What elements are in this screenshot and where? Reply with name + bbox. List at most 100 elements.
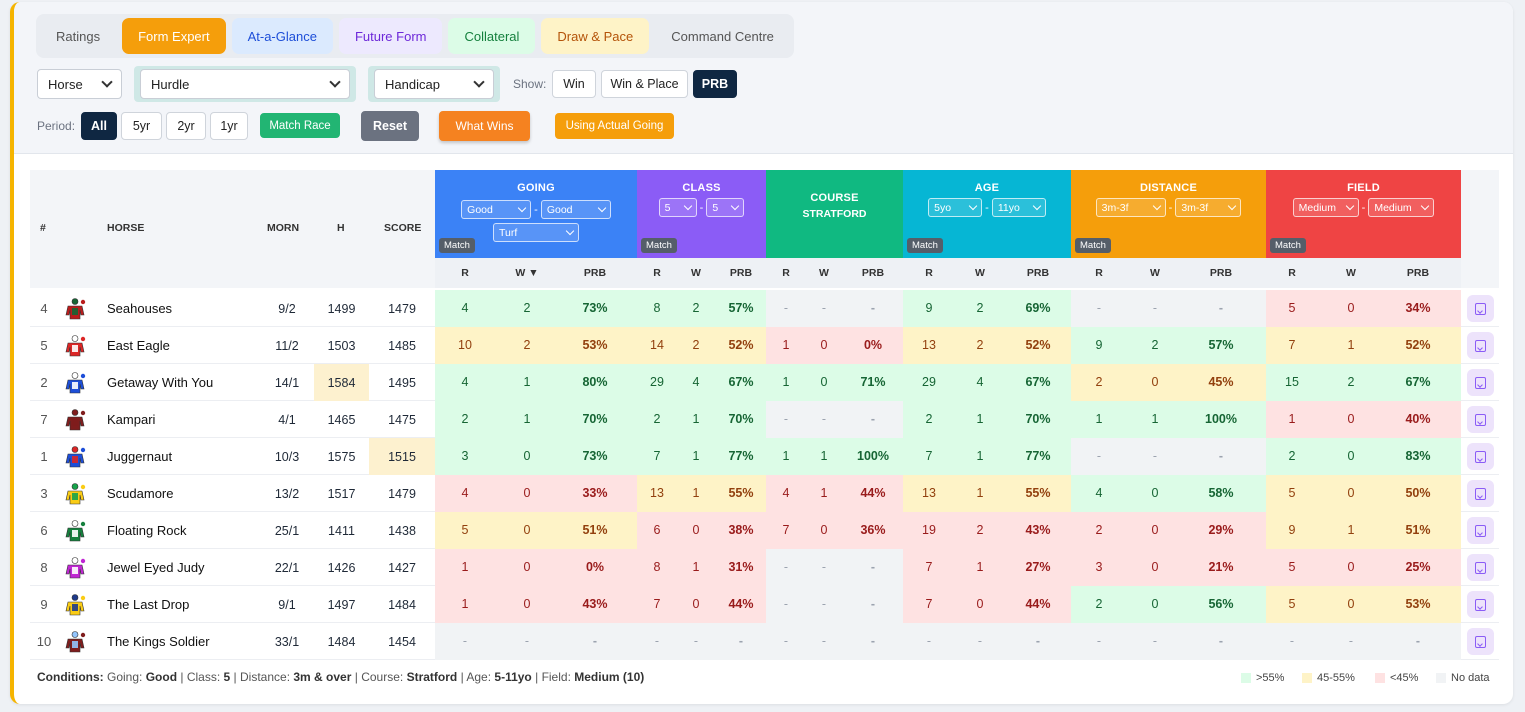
field-to-select[interactable]: Medium: [1368, 198, 1435, 217]
match-race-button[interactable]: Match Race: [260, 113, 340, 138]
distance-runs: 4: [1095, 486, 1103, 500]
age-to-select[interactable]: 11yo: [991, 198, 1046, 217]
field-from-select[interactable]: Medium: [1292, 198, 1359, 217]
what-wins-button[interactable]: What Wins: [439, 111, 530, 141]
going-col-w[interactable]: W ▼: [515, 267, 539, 279]
horse-name[interactable]: Getaway With You: [107, 375, 214, 390]
period-all-button[interactable]: All: [81, 112, 117, 140]
surface-select[interactable]: Turf: [493, 223, 579, 242]
horse-name[interactable]: Kampari: [107, 412, 156, 427]
tab-at-a-glance[interactable]: At-a-Glance: [231, 18, 333, 54]
going-col-r[interactable]: R: [461, 267, 469, 279]
age-col-w[interactable]: W: [975, 267, 985, 279]
table-row[interactable]: 3 Scudamore 13/2 1517 1479 4 0 33% 13 1 55% 4 1 44% 13…: [30, 475, 1499, 512]
field-prb: 50%: [1405, 486, 1431, 500]
course-wins: -: [821, 560, 827, 574]
reset-button[interactable]: Reset: [361, 111, 419, 141]
show-prb-button[interactable]: PRB: [693, 70, 737, 98]
age-from-select[interactable]: 5yo: [928, 198, 983, 217]
going-to-select[interactable]: Good: [540, 200, 611, 219]
distance-to-select[interactable]: 3m-3f: [1175, 198, 1242, 217]
period-5yr-button[interactable]: 5yr: [121, 112, 162, 140]
table-row[interactable]: 2 Getaway With You 14/1 1584 1495 4 1 80% 29 4 67%…: [30, 364, 1499, 401]
age-match-button[interactable]: Match: [907, 238, 943, 253]
distance-col-w[interactable]: W: [1150, 267, 1160, 279]
field-col-r[interactable]: R: [1288, 267, 1296, 279]
course-runs: 1: [782, 375, 790, 389]
tab-draw-pace[interactable]: Draw & Pace: [541, 18, 650, 54]
table-row[interactable]: 10 The Kings Soldier 33/1 1484 1454 - - - - - - - - -…: [30, 623, 1499, 660]
course-col-r[interactable]: R: [782, 267, 790, 279]
class-from-select[interactable]: 5: [658, 198, 697, 217]
range-dash: -: [985, 201, 989, 214]
class-col-r[interactable]: R: [653, 267, 661, 279]
table-row[interactable]: 5 East Eagle 11/2 1503 1485 10 2 53% 14 2 52% 1 0 0% 1…: [30, 327, 1499, 364]
tab-future-form[interactable]: Future Form: [338, 18, 443, 54]
field-prb: 34%: [1405, 301, 1431, 315]
field-col-prb[interactable]: PRB: [1406, 267, 1430, 279]
class-match-button[interactable]: Match: [641, 238, 677, 253]
horse-name[interactable]: Scudamore: [107, 486, 174, 501]
show-win-button[interactable]: Win: [552, 70, 596, 98]
tab-form-expert[interactable]: Form Expert: [122, 18, 226, 54]
going-wins: 1: [523, 375, 531, 389]
going-match-button[interactable]: Match: [439, 238, 475, 253]
save-button[interactable]: [1467, 517, 1494, 544]
period-1yr-button[interactable]: 1yr: [210, 112, 248, 140]
horse-name[interactable]: Seahouses: [107, 301, 173, 316]
race-type-select[interactable]: Hurdle: [140, 69, 350, 99]
actual-going-button[interactable]: Using Actual Going: [555, 113, 674, 139]
tab-collateral[interactable]: Collateral: [448, 18, 536, 54]
horse-name[interactable]: Floating Rock: [107, 523, 187, 538]
show-win-place-button[interactable]: Win & Place: [601, 70, 688, 98]
save-button[interactable]: [1467, 480, 1494, 507]
table-row[interactable]: 9 The Last Drop 9/1 1497 1484 1 0 43% 7 0 44% - - - 7 0…: [30, 586, 1499, 623]
distance-col-prb[interactable]: PRB: [1209, 267, 1233, 279]
age-col-r[interactable]: R: [925, 267, 933, 279]
age-prb: -: [1035, 634, 1041, 648]
horse-name[interactable]: Juggernaut: [107, 449, 173, 464]
table-row[interactable]: 8 Jewel Eyed Judy 22/1 1426 1427 1 0 0% 8 1 31% - - -…: [30, 549, 1499, 586]
table-row[interactable]: 1 Juggernaut 10/3 1575 1515 3 0 73% 7 1 77% 1 1 100% 7…: [30, 438, 1499, 475]
save-button[interactable]: [1467, 591, 1494, 618]
age-col-prb[interactable]: PRB: [1026, 267, 1050, 279]
going-col-prb[interactable]: PRB: [583, 267, 607, 279]
save-button[interactable]: [1467, 369, 1494, 396]
distance-col-r[interactable]: R: [1095, 267, 1103, 279]
race-class-select[interactable]: Handicap: [374, 69, 494, 99]
horse-name[interactable]: The Kings Soldier: [107, 634, 210, 649]
horse-name[interactable]: East Eagle: [107, 338, 170, 353]
morning-price: 13/2: [274, 486, 300, 501]
class-col-prb[interactable]: PRB: [729, 267, 753, 279]
class-col-w[interactable]: W: [691, 267, 701, 279]
course-col-w[interactable]: W: [819, 267, 829, 279]
subject-select[interactable]: Horse: [37, 69, 122, 99]
field-col-w[interactable]: W: [1346, 267, 1356, 279]
save-button[interactable]: [1467, 628, 1494, 655]
age-wins: 0: [976, 597, 984, 611]
tab-command-centre[interactable]: Command Centre: [671, 28, 774, 44]
save-button[interactable]: [1467, 554, 1494, 581]
field-match-button[interactable]: Match: [1270, 238, 1306, 253]
going-cell: 3 0 73%: [435, 438, 637, 475]
table-row[interactable]: 6 Floating Rock 25/1 1411 1438 5 0 51% 6 0 38% 7 0 36…: [30, 512, 1499, 549]
table-row[interactable]: 4 Seahouses 9/2 1499 1479 4 2 73% 8 2 57% - - - 9 2 69% -…: [30, 290, 1499, 327]
distance-from-select[interactable]: 3m-3f: [1095, 198, 1166, 217]
table-row[interactable]: 7 Kampari 4/1 1465 1475 2 1 70% 2 1 70% - - -2 1 70% 1 1 1…: [30, 401, 1499, 438]
class-to-select[interactable]: 5: [706, 198, 745, 217]
tab-ratings[interactable]: Ratings: [56, 28, 101, 44]
course-runs: 7: [782, 523, 790, 537]
chevron-down-icon: [1421, 201, 1430, 211]
course-col-prb[interactable]: PRB: [861, 267, 885, 279]
horse-name[interactable]: Jewel Eyed Judy: [107, 560, 205, 575]
score: 1495: [388, 375, 416, 390]
save-button[interactable]: [1467, 406, 1494, 433]
save-button[interactable]: [1467, 295, 1494, 322]
save-button[interactable]: [1467, 332, 1494, 359]
field-wins: 2: [1347, 375, 1355, 389]
distance-match-button[interactable]: Match: [1075, 238, 1111, 253]
save-button[interactable]: [1467, 443, 1494, 470]
horse-name[interactable]: The Last Drop: [107, 597, 190, 612]
period-2yr-button[interactable]: 2yr: [166, 112, 206, 140]
going-from-select[interactable]: Good: [461, 200, 532, 219]
